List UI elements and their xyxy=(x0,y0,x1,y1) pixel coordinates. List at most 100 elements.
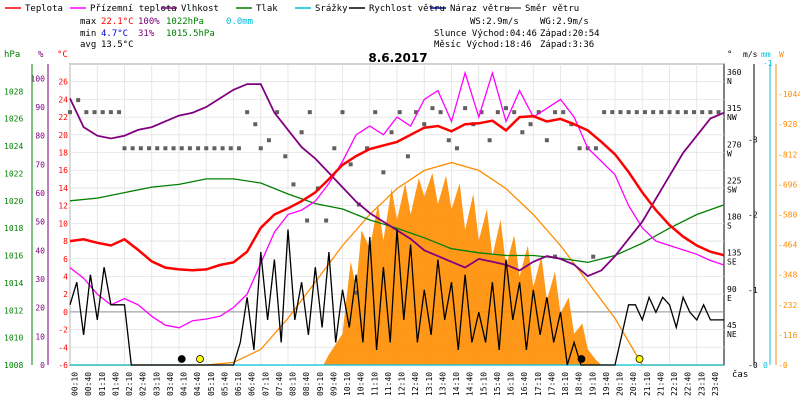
tick-label-pct: 80 xyxy=(35,132,45,141)
stats-block: max 22.1°C 100% 1022hPa 0.0mm min 4.7°C … xyxy=(80,17,253,50)
wind-direction-point xyxy=(520,130,525,135)
chart-title: 8.6.2017 xyxy=(368,51,427,65)
stats-min-press: 1015.5hPa xyxy=(166,29,215,39)
legend-label: Vlhkost xyxy=(181,4,219,14)
axis-dir-label: ° xyxy=(727,50,732,60)
wind-direction-point xyxy=(561,110,566,115)
wind-direction-point xyxy=(487,138,492,143)
stats-max-label: max xyxy=(80,17,97,27)
wind-direction-point xyxy=(454,146,459,151)
wind-direction-point xyxy=(667,110,672,115)
wind-direction-point xyxy=(700,110,705,115)
wind-direction-point xyxy=(138,146,143,151)
tick-label-degc: 2 xyxy=(63,290,68,299)
wind-direction-point xyxy=(528,122,533,127)
tick-label-degc: 12 xyxy=(58,202,68,211)
tick-label-dir-compass: NE xyxy=(727,330,737,339)
x-tick-label: 10:40 xyxy=(357,372,366,396)
x-tick-label: 13:40 xyxy=(438,372,447,396)
wind-direction-point xyxy=(642,110,647,115)
wind-direction-point xyxy=(495,110,500,115)
tick-label-wm2: -0 xyxy=(778,361,788,370)
x-tick-label: 15:40 xyxy=(493,372,502,396)
x-tick-label: 01:40 xyxy=(111,372,120,396)
plot-area xyxy=(68,70,725,366)
x-tick-label: 18:40 xyxy=(575,372,584,396)
x-tick-label: 17:40 xyxy=(547,372,556,396)
wind-direction-point xyxy=(291,182,296,187)
tick-label-hpa: 1008 xyxy=(4,361,23,370)
wind-direction-point xyxy=(155,146,160,151)
tick-label-pct: 0 xyxy=(40,361,45,370)
legend: Teplota Přízemní teplota Vlhkost Tlak Srážky… xyxy=(5,4,579,14)
x-tick-label: 16:10 xyxy=(507,372,516,396)
wind-direction-point xyxy=(651,110,656,115)
wind-direction-point xyxy=(405,154,410,159)
tick-label-degc: 22 xyxy=(58,113,68,122)
wind-direction-point xyxy=(100,110,105,115)
x-tick-label: 05:40 xyxy=(220,372,229,396)
wind-direction-point xyxy=(130,146,135,151)
tick-label-degc: 4 xyxy=(63,272,68,281)
marker-sun xyxy=(635,355,644,363)
legend-label: Teplota xyxy=(25,4,63,14)
info-block: WS:2.9m/s WG:2.9m/s Slunce Východ:04:46 … xyxy=(434,17,600,50)
wind-direction-point xyxy=(307,110,312,115)
wind-direction-point xyxy=(187,146,192,151)
axis-hpa-label: hPa xyxy=(4,50,20,60)
wind-direction-point xyxy=(708,110,713,115)
tick-label-pct: 90 xyxy=(35,103,45,112)
wind-direction-point xyxy=(479,110,484,115)
x-tick-label: 03:10 xyxy=(152,372,161,396)
tick-label-hpa: 1028 xyxy=(4,87,23,96)
wind-direction-point xyxy=(163,146,168,151)
wind-direction-point xyxy=(92,110,97,115)
tick-label-wm2: -580 xyxy=(778,211,797,220)
tick-label-degc: -4 xyxy=(58,343,68,352)
wind-direction-point xyxy=(610,110,615,115)
tick-label-dir-compass: W xyxy=(727,149,732,158)
series-slune-n-z-en--line xyxy=(70,161,724,366)
x-tick-label: 00:40 xyxy=(84,372,93,396)
wind-direction-point xyxy=(122,146,127,151)
tick-label-dir: 90 xyxy=(727,285,737,294)
tick-label-hpa: 1012 xyxy=(4,306,23,315)
info-moon-rise: Měsíc Východ:18:46 xyxy=(434,40,532,50)
legend-label: Přízemní teplota xyxy=(90,4,177,14)
tick-label-hpa: 1018 xyxy=(4,224,23,233)
x-tick-label: 22:40 xyxy=(684,372,693,396)
tick-label-hpa: 1024 xyxy=(4,142,23,151)
x-tick-label: 15:10 xyxy=(479,372,488,396)
wind-direction-point xyxy=(179,146,184,151)
x-tick-label: 11:40 xyxy=(384,372,393,396)
x-tick-label: 07:10 xyxy=(261,372,270,396)
x-tick-label: 19:40 xyxy=(602,372,611,396)
tick-label-wm2: -812 xyxy=(778,150,797,159)
tick-label-dir-compass: SW xyxy=(727,185,737,194)
wind-direction-point xyxy=(591,254,596,259)
tick-label-hpa: 1014 xyxy=(4,279,23,288)
tick-label-wm2: -348 xyxy=(778,271,797,280)
wind-direction-point xyxy=(544,138,549,143)
legend-label: Náraz větru xyxy=(450,4,510,14)
tick-label-degc: 20 xyxy=(58,131,68,140)
wind-direction-point xyxy=(236,146,241,151)
wind-direction-point xyxy=(634,110,639,115)
tick-label-dir: 225 xyxy=(727,176,742,185)
x-tick-label: 04:10 xyxy=(180,372,189,396)
wind-direction-point xyxy=(659,110,664,115)
wind-direction-point xyxy=(212,146,217,151)
tick-label-ms: -2 xyxy=(748,211,758,220)
tick-label-degc: 10 xyxy=(58,219,68,228)
wind-direction-point xyxy=(275,110,280,115)
tick-label-degc: 24 xyxy=(58,95,68,104)
x-tick-label: 03:40 xyxy=(166,372,175,396)
info-ws: WS:2.9m/s xyxy=(470,17,519,27)
wind-direction-point xyxy=(283,154,288,159)
legend-label: Tlak xyxy=(256,4,278,14)
wind-direction-point xyxy=(266,138,271,143)
tick-label-pct: 100 xyxy=(31,74,46,83)
tick-label-degc: 16 xyxy=(58,166,68,175)
wind-direction-point xyxy=(373,110,378,115)
